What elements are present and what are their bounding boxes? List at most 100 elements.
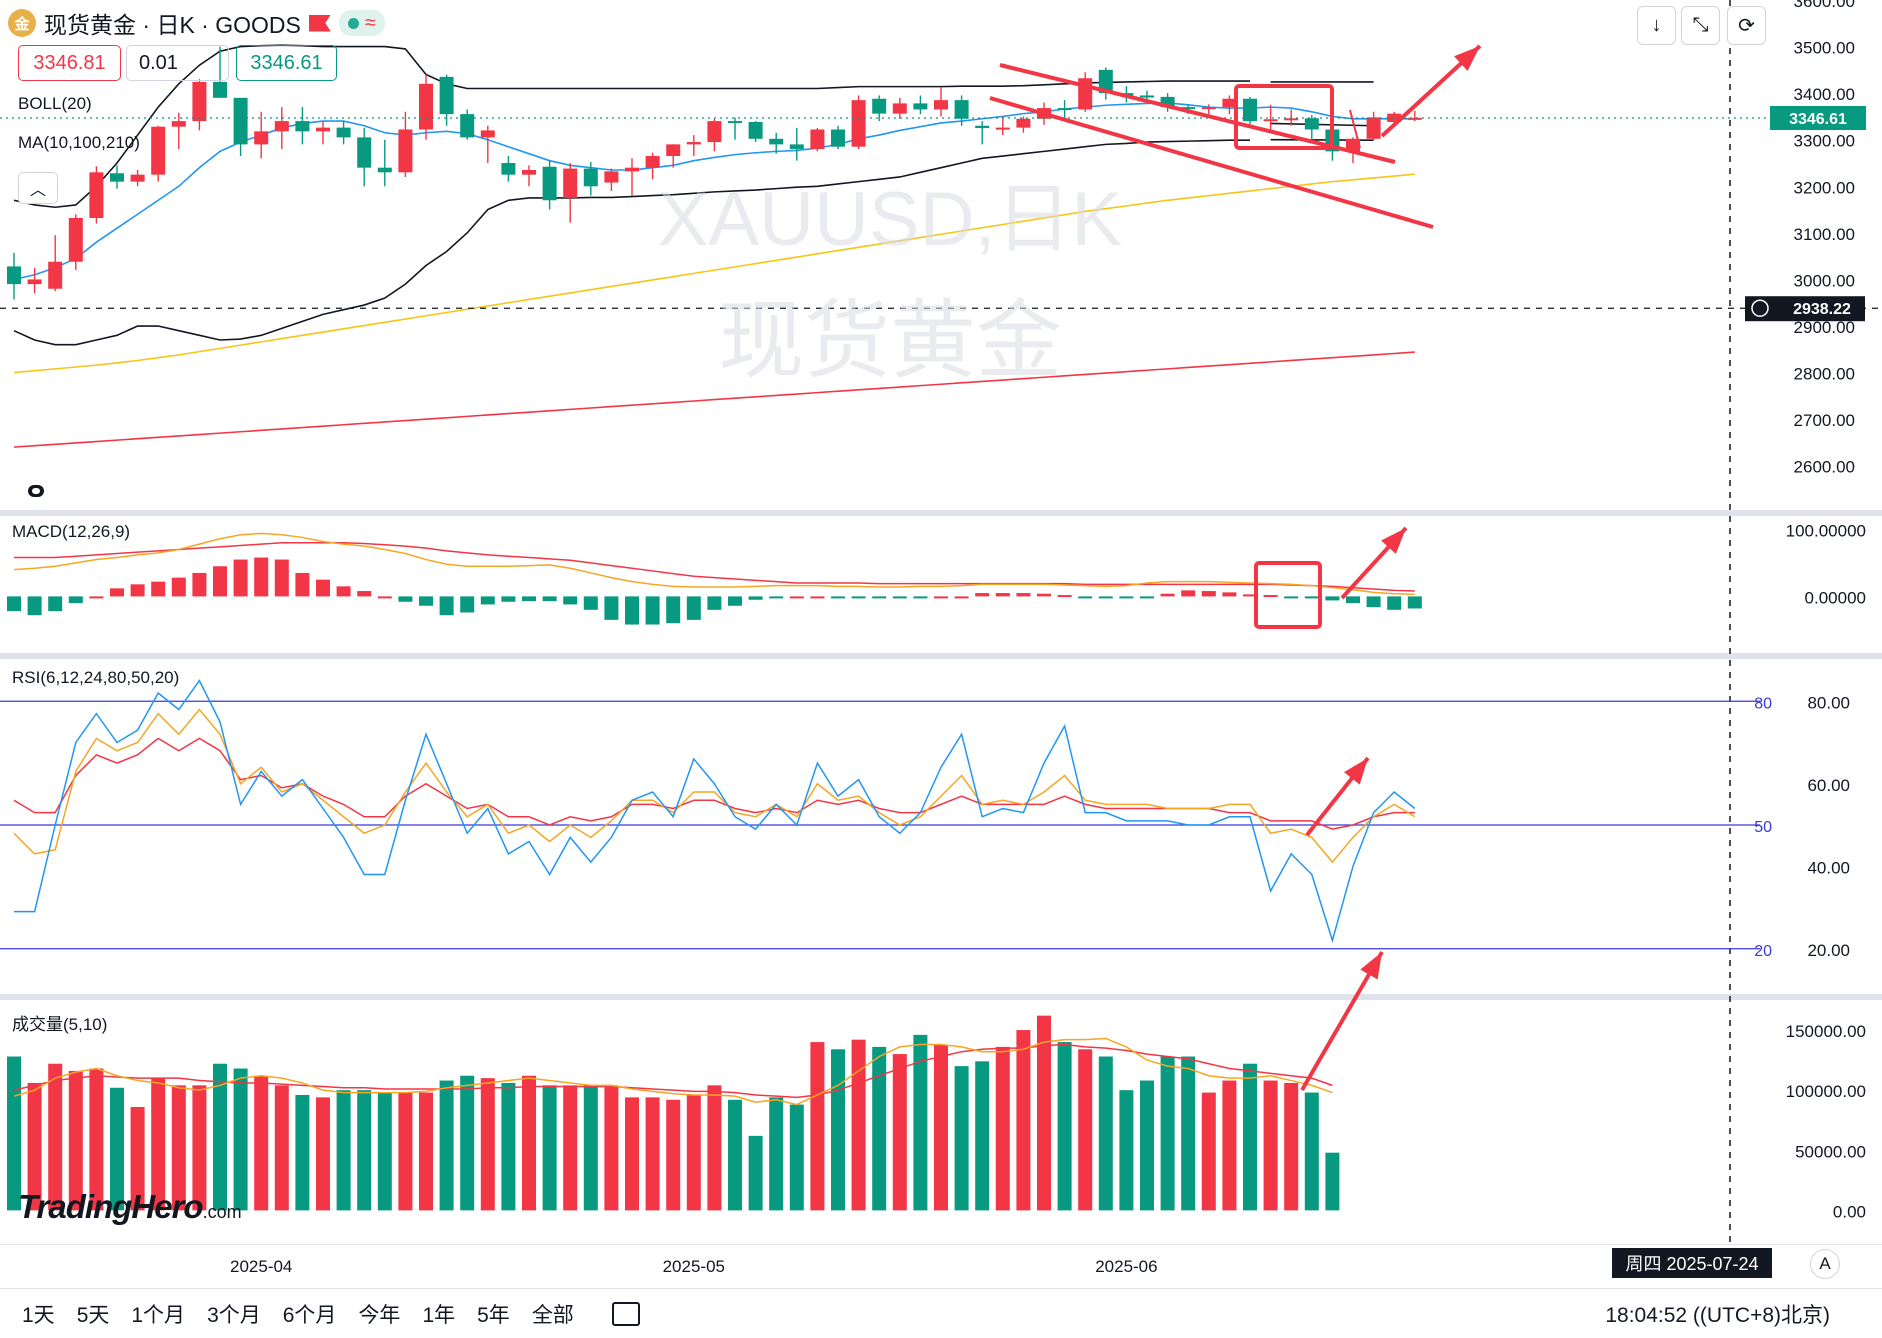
candle-body bbox=[213, 82, 227, 98]
macd-histogram-bar bbox=[831, 596, 845, 598]
price-tick-label: 2800.00 bbox=[1794, 365, 1855, 384]
volume-indicator-label[interactable]: 成交量(5,10) bbox=[12, 1010, 107, 1035]
range-5y[interactable]: 5年 bbox=[477, 1299, 510, 1329]
volume-bar bbox=[625, 1097, 639, 1210]
volume-bar bbox=[604, 1085, 618, 1210]
macd-histogram-bar bbox=[913, 596, 927, 598]
volume-bar bbox=[1058, 1042, 1072, 1210]
rsi6-line bbox=[14, 681, 1415, 941]
volume-bar bbox=[357, 1090, 371, 1210]
clock-timezone[interactable]: 18:04:52 ((UTC+8)北京) bbox=[1605, 1299, 1830, 1329]
macd-histogram-bar bbox=[810, 596, 824, 598]
last-price-label: 3346.61 bbox=[1789, 111, 1847, 128]
range-toolbar: 1天 5天 1个月 3个月 6个月 今年 1年 5年 全部 bbox=[0, 1288, 1882, 1338]
ma210-line bbox=[14, 352, 1415, 447]
chevron-up-icon: ︿ bbox=[30, 176, 46, 200]
candle-body bbox=[666, 144, 680, 156]
candle-body bbox=[1305, 118, 1319, 129]
macd-histogram-bar bbox=[852, 596, 866, 598]
candle-body bbox=[707, 121, 721, 142]
candle-body bbox=[275, 121, 289, 131]
bid-price-box[interactable]: 3346.81 bbox=[18, 45, 121, 81]
macd-histogram-bar bbox=[1367, 596, 1381, 607]
download-button[interactable]: ↓ bbox=[1637, 6, 1676, 45]
volume-bar bbox=[1305, 1093, 1319, 1211]
range-1d[interactable]: 1天 bbox=[22, 1299, 55, 1329]
pane-separator bbox=[0, 1244, 1882, 1245]
price-tick-label: 3400.00 bbox=[1794, 85, 1855, 104]
watermark-name: 现货黄金 bbox=[718, 291, 1062, 391]
volume-bar bbox=[893, 1054, 907, 1210]
macd-histogram-bar bbox=[666, 596, 680, 623]
candle-body bbox=[687, 142, 701, 144]
candle-body bbox=[48, 262, 62, 289]
candle-body bbox=[69, 218, 83, 262]
symbol-title[interactable]: 现货黄金 · 日K · GOODS bbox=[44, 6, 301, 40]
ma-indicator-label[interactable]: MA(10,100,210) bbox=[18, 133, 140, 153]
candle-body bbox=[440, 77, 454, 114]
macd-histogram-bar bbox=[213, 566, 227, 596]
candle-body bbox=[7, 266, 21, 284]
range-ytd[interactable]: 今年 bbox=[358, 1299, 400, 1329]
candle-body bbox=[28, 279, 42, 284]
range-6m[interactable]: 6个月 bbox=[283, 1299, 337, 1329]
rsi-pane bbox=[0, 681, 1760, 949]
candle-body bbox=[398, 129, 412, 172]
candle-body bbox=[378, 168, 392, 173]
candle-body bbox=[604, 171, 618, 182]
market-status-pill[interactable]: ≈ bbox=[339, 10, 385, 36]
macd-histogram-bar bbox=[337, 586, 351, 596]
volume-bar bbox=[398, 1093, 412, 1211]
volume-bar bbox=[543, 1085, 557, 1210]
candle-body bbox=[975, 126, 989, 128]
price-tick-label: 3500.00 bbox=[1794, 39, 1855, 58]
macd-histogram-bar bbox=[7, 596, 21, 611]
refresh-icon: ⟳ bbox=[1738, 13, 1755, 38]
macd-histogram-bar bbox=[996, 593, 1010, 596]
macd-histogram-bar bbox=[357, 591, 371, 596]
collapse-indicators-button[interactable]: ︿ bbox=[18, 172, 58, 204]
visibility-eye-icon[interactable] bbox=[28, 485, 44, 497]
price-tick-label: 2700.00 bbox=[1794, 411, 1855, 430]
volume-bar bbox=[1202, 1093, 1216, 1211]
macd-indicator-label[interactable]: MACD(12,26,9) bbox=[12, 522, 130, 542]
macd-histogram-bar bbox=[1325, 596, 1339, 600]
volume-bar bbox=[1325, 1153, 1339, 1211]
macd-histogram-bar bbox=[1264, 595, 1278, 597]
candle-body bbox=[831, 129, 845, 146]
calendar-goto-icon[interactable] bbox=[612, 1302, 640, 1326]
macd-tick-label: 0.00000 bbox=[1805, 588, 1866, 607]
volume-bar bbox=[1264, 1081, 1278, 1211]
candle-body bbox=[1367, 117, 1381, 138]
boll-indicator-label[interactable]: BOLL(20) bbox=[18, 94, 92, 114]
candle-body bbox=[790, 144, 804, 149]
range-5d[interactable]: 5天 bbox=[77, 1299, 110, 1329]
volume-tick-label: 100000.00 bbox=[1786, 1082, 1866, 1101]
macd-histogram-bar bbox=[790, 596, 804, 598]
macd-histogram-bar bbox=[151, 582, 165, 597]
rsi-indicator-label[interactable]: RSI(6,12,24,80,50,20) bbox=[12, 668, 179, 688]
rsi-level-label: 20 bbox=[1754, 943, 1772, 960]
delay-tilde-icon: ≈ bbox=[365, 13, 376, 33]
macd-histogram-bar bbox=[316, 580, 330, 597]
volume-tick-label: 0.00 bbox=[1833, 1202, 1866, 1221]
date-tick-label: 2025-06 bbox=[1095, 1257, 1157, 1276]
ask-price-box[interactable]: 3346.61 bbox=[236, 45, 337, 81]
auto-scale-button[interactable]: A bbox=[1810, 1249, 1840, 1279]
volume-bar bbox=[295, 1095, 309, 1210]
volume-bar bbox=[440, 1081, 454, 1211]
volume-bar bbox=[1119, 1090, 1133, 1210]
range-1y[interactable]: 1年 bbox=[422, 1299, 455, 1329]
range-all[interactable]: 全部 bbox=[532, 1299, 574, 1329]
candle-body bbox=[955, 100, 969, 119]
crosshair-price-label: 2938.22 bbox=[1793, 301, 1851, 318]
range-1m[interactable]: 1个月 bbox=[131, 1299, 185, 1329]
range-3m[interactable]: 3个月 bbox=[207, 1299, 261, 1329]
candle-body bbox=[893, 103, 907, 113]
volume-bar bbox=[790, 1105, 804, 1211]
refresh-button[interactable]: ⟳ bbox=[1727, 6, 1766, 45]
quantity-input[interactable]: 0.01 bbox=[126, 45, 229, 81]
macd-histogram-bar bbox=[1222, 592, 1236, 596]
fullscreen-button[interactable]: ⤡ bbox=[1681, 6, 1720, 45]
